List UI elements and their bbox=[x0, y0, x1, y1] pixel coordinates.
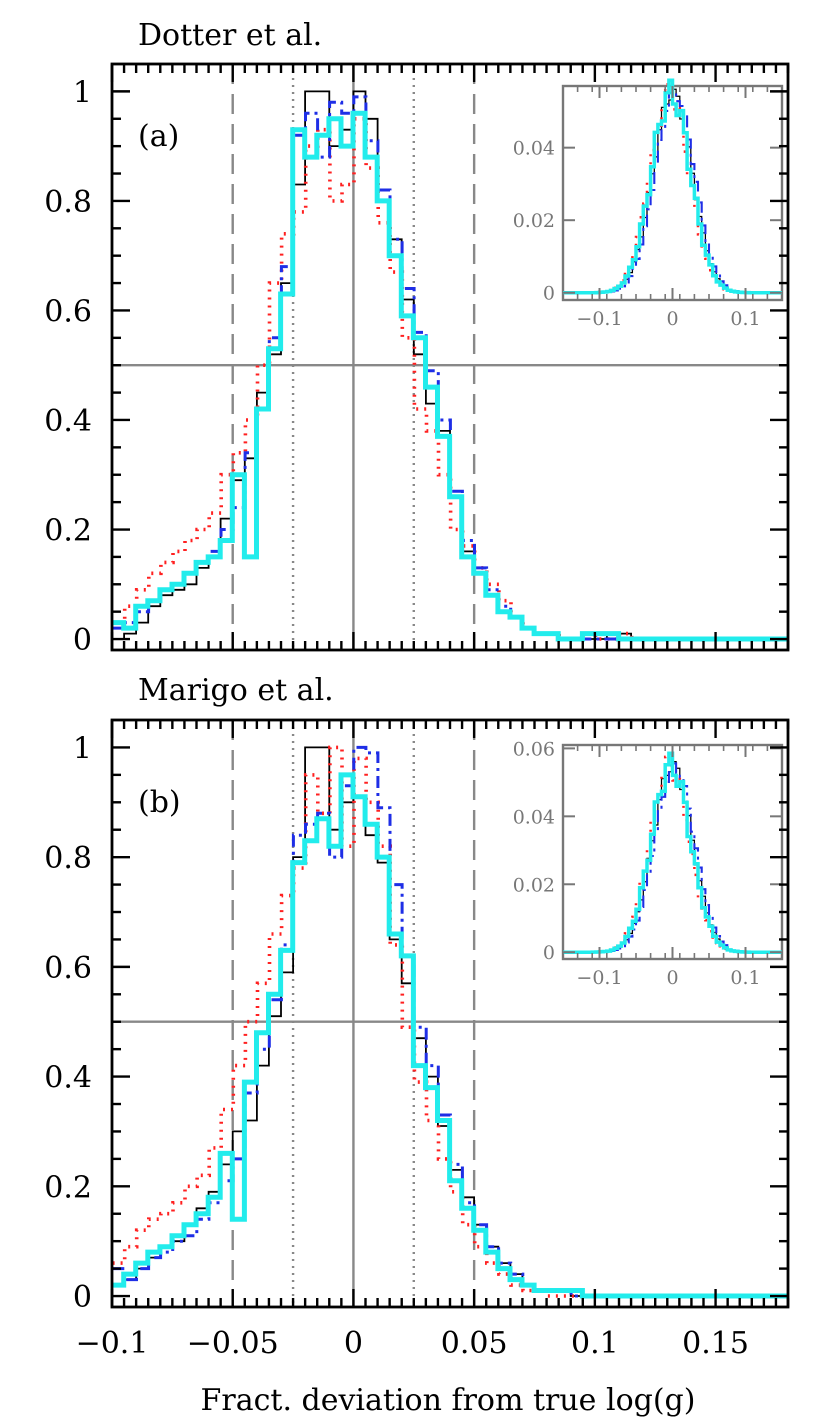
y-tick-label: 0 bbox=[73, 623, 92, 658]
inset-y-tick-label: 0.04 bbox=[513, 806, 555, 828]
inset-y-tick-label: 0.06 bbox=[513, 738, 555, 760]
x-tick-label: 0.1 bbox=[571, 1326, 619, 1361]
inset-x-tick-label: −0.1 bbox=[576, 967, 622, 989]
y-tick-label: 0.4 bbox=[44, 404, 92, 439]
panel-title: Marigo et al. bbox=[138, 673, 334, 708]
y-tick-label: 0.2 bbox=[44, 1170, 92, 1205]
y-tick-label: 1 bbox=[73, 75, 92, 110]
y-tick-label: 0.8 bbox=[44, 841, 92, 876]
inset-x-tick-label: 0.1 bbox=[730, 967, 760, 989]
inset-y-tick-label: 0 bbox=[543, 942, 555, 964]
x-tick-label: −0.05 bbox=[187, 1326, 279, 1361]
y-tick-label: 1 bbox=[73, 731, 92, 766]
inset-plot: −0.1 0 0.1 0 0.02 0.04 0.06 bbox=[513, 738, 784, 989]
panel-letter: (a) bbox=[138, 119, 179, 154]
histogram-series-solid-thick bbox=[112, 772, 788, 1299]
y-tick-label: 0.2 bbox=[44, 514, 92, 549]
x-tick-label: 0.05 bbox=[441, 1326, 508, 1361]
panel-b: −0.1 0 0.100.020.040.0600.20.40.60.81−0.1−… bbox=[44, 673, 790, 1361]
y-tick-label: 0.6 bbox=[44, 294, 92, 329]
inset-y-tick-label: 0.04 bbox=[513, 138, 555, 160]
x-tick-label: −0.1 bbox=[76, 1326, 149, 1361]
inset-series-dotted bbox=[563, 755, 782, 954]
y-tick-label: 0.4 bbox=[44, 1061, 92, 1096]
y-tick-label: 0.8 bbox=[44, 185, 92, 220]
inset-x-tick-label: 0 bbox=[666, 308, 678, 330]
inset-x-tick-label: −0.1 bbox=[576, 308, 622, 330]
y-tick-label: 0 bbox=[73, 1280, 92, 1315]
panel-a: −0.1 0 0.1 0 0.02 0.04 0 0.2 0.4 0.6 0.8 1 Dotter et… bbox=[44, 18, 790, 658]
panel-title: Dotter et al. bbox=[138, 18, 322, 53]
x-tick-label: 0.15 bbox=[682, 1326, 749, 1361]
inset-x-tick-label: 0 bbox=[666, 967, 678, 989]
panel-letter: (b) bbox=[138, 785, 181, 820]
inset-frame bbox=[561, 84, 784, 302]
inset-y-tick-label: 0.02 bbox=[513, 210, 555, 232]
histogram-series-solid-thick bbox=[112, 110, 788, 642]
y-tick-label: 0.6 bbox=[44, 951, 92, 986]
inset-plot: −0.1 0 0.1 0 0.02 0.04 bbox=[513, 78, 784, 330]
inset-y-tick-label: 0 bbox=[543, 283, 555, 305]
inset-y-tick-label: 0.02 bbox=[513, 874, 555, 896]
inset-x-tick-label: 0.1 bbox=[730, 308, 760, 330]
x-tick-label: 0 bbox=[344, 1326, 363, 1361]
x-axis-label: Fract. deviation from true log(g) bbox=[201, 1383, 696, 1418]
